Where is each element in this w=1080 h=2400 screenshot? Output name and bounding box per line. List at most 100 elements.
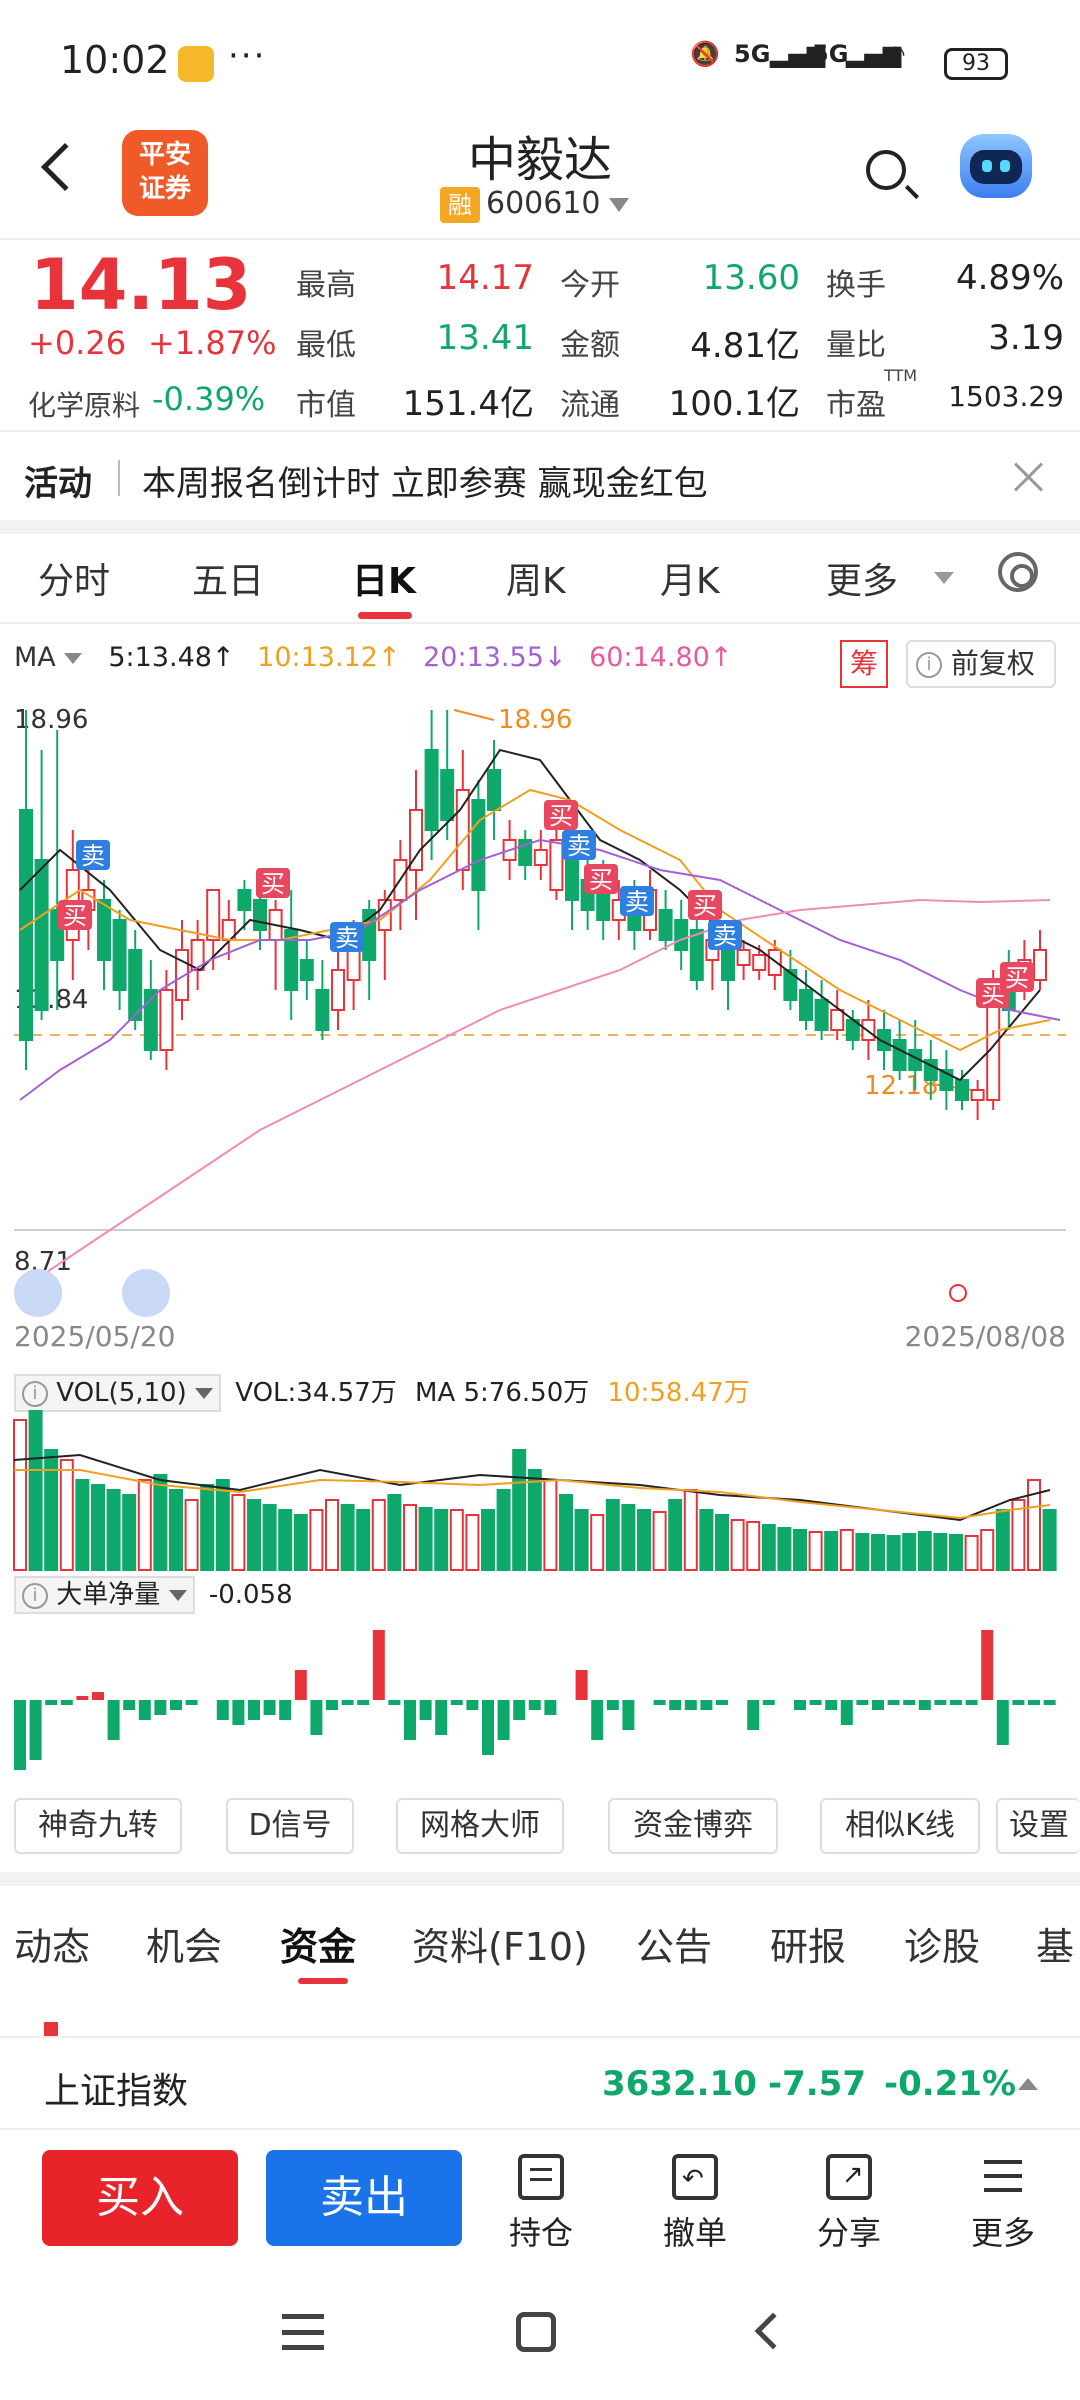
candle-body	[143, 989, 158, 1051]
net-flow-bar	[747, 1700, 760, 1730]
volume-bar	[247, 1499, 261, 1571]
gear-icon[interactable]	[998, 552, 1038, 592]
tab-research[interactable]: 研报	[770, 1925, 847, 1969]
volume-value: VOL:34.57万	[235, 1378, 397, 1408]
home-icon[interactable]	[516, 2312, 556, 2352]
trade-signal-badge	[1000, 962, 1034, 992]
status-time: 10:02	[60, 38, 170, 82]
candle-body	[549, 839, 564, 891]
volume-bar	[403, 1504, 417, 1571]
stock-code-row[interactable]: 融 600610	[440, 186, 629, 226]
search-icon[interactable]	[866, 150, 906, 190]
field-label: 流通	[560, 388, 620, 423]
candle-body	[128, 949, 143, 1021]
net-flow-bar	[341, 1700, 354, 1705]
candle-body	[315, 989, 330, 1031]
tab-opportunity[interactable]: 机会	[146, 1925, 223, 1969]
chevron-up-icon[interactable]	[1018, 2078, 1038, 2090]
net-flow-bar	[497, 1700, 510, 1740]
cancel-order-button[interactable]: ↶ 撤单	[640, 2154, 750, 2254]
volume-bar	[917, 1531, 932, 1571]
volume-bar	[200, 1484, 215, 1571]
volume-chart[interactable]	[0, 1410, 1080, 1574]
candle-body	[487, 769, 501, 811]
trade-signal-badge	[708, 920, 742, 950]
adjust-button[interactable]: i 前复权	[906, 640, 1056, 688]
net-flow-bar	[840, 1700, 853, 1725]
tool-grid-master[interactable]: 网格大师	[396, 1798, 564, 1854]
tab-fundamentals[interactable]: 基	[1036, 1925, 1075, 1969]
field-label: 市盈	[826, 388, 886, 423]
share-button[interactable]: ↗ 分享	[794, 2154, 904, 2254]
broker-logo: 平安 证券	[122, 130, 208, 216]
net-flow-bar	[903, 1700, 916, 1705]
network-5g-1: 5G	[734, 40, 771, 68]
chip-button[interactable]: 筹	[840, 640, 888, 688]
sector-name[interactable]: 化学原料	[28, 389, 141, 422]
field-label: 市值	[296, 388, 356, 423]
back-icon[interactable]	[754, 2312, 792, 2350]
tab-monthly-k[interactable]: 月K	[660, 561, 720, 602]
volume-bar	[605, 1499, 620, 1571]
net-flow-chart[interactable]	[0, 1610, 1080, 1780]
net-flow-bar	[622, 1700, 635, 1730]
volume-selector[interactable]: i VOL(5,10)	[14, 1374, 221, 1412]
tab-daily-k[interactable]: 日K	[352, 561, 416, 602]
field-label: 量比	[826, 328, 886, 363]
volume-bar	[449, 1509, 464, 1571]
tab-f10[interactable]: 资料(F10)	[412, 1925, 588, 1969]
buy-button[interactable]: 买入	[42, 2150, 238, 2246]
tab-funds[interactable]: 资金	[280, 1925, 357, 1969]
activity-text[interactable]: 本周报名倒计时 立即参赛 赢现金红包	[142, 464, 708, 504]
trade-signal-label: 买	[549, 802, 573, 830]
net-flow-bar	[1012, 1700, 1025, 1705]
volume-bar	[652, 1511, 667, 1571]
volume-bar	[13, 1419, 27, 1571]
tool-fund-game[interactable]: 资金博弈	[608, 1798, 778, 1854]
field-value: 14.17	[436, 258, 534, 298]
volume-ma5: MA 5:76.50万	[415, 1378, 590, 1408]
tab-announcement[interactable]: 公告	[636, 1925, 713, 1969]
ma-selector[interactable]: MA	[14, 642, 56, 673]
tab-intraday[interactable]: 分时	[38, 561, 111, 602]
net-flow-bar	[716, 1700, 728, 1705]
volume-bar	[543, 1479, 558, 1571]
ai-assistant-icon[interactable]	[960, 134, 1032, 198]
more-button[interactable]: 更多	[948, 2154, 1058, 2254]
volume-legend: i VOL(5,10) VOL:34.57万 MA 5:76.50万 10:58…	[14, 1372, 750, 1412]
volume-bar	[683, 1489, 698, 1571]
tab-weekly-k[interactable]: 周K	[506, 561, 566, 602]
index-ticker[interactable]: 上证指数 3632.10 -7.57 -0.21%	[0, 2036, 1080, 2130]
tool-magic-nine[interactable]: 神奇九转	[14, 1798, 182, 1854]
net-flow-selector[interactable]: i 大单净量	[14, 1576, 195, 1614]
tool-similar-k[interactable]: 相似K线	[820, 1798, 980, 1854]
holdings-button[interactable]: 持仓	[486, 2154, 596, 2254]
candle-body	[736, 949, 751, 966]
field-value: 3.19	[988, 318, 1064, 358]
volume-bar	[44, 1449, 59, 1571]
price-change-pct: +1.87%	[148, 324, 277, 362]
tool-d-signal[interactable]: D信号	[226, 1798, 354, 1854]
tab-news[interactable]: 动态	[14, 1925, 91, 1969]
tab-more[interactable]: 更多	[826, 561, 899, 602]
tab-five-day[interactable]: 五日	[192, 561, 265, 602]
activity-banner[interactable]: 活动 本周报名倒计时 立即参赛 赢现金红包	[0, 430, 1080, 520]
tool-settings[interactable]: 设置	[996, 1798, 1080, 1854]
net-flow-bar	[310, 1700, 323, 1735]
net-flow-bar	[154, 1700, 167, 1715]
share-label: 分享	[816, 2214, 881, 2252]
menu-icon[interactable]	[282, 2314, 324, 2350]
sell-button[interactable]: 卖出	[266, 2150, 462, 2246]
close-icon[interactable]	[1012, 460, 1046, 494]
net-flow-bar	[248, 1700, 260, 1720]
candle-body	[689, 929, 704, 981]
date-start-label: 2025/05/20	[14, 1320, 175, 1350]
more-label: 更多	[970, 2214, 1035, 2252]
volume-bar	[512, 1449, 527, 1571]
candle-body	[970, 1089, 985, 1101]
candle-body	[1033, 949, 1047, 981]
candle-body	[34, 859, 49, 1011]
net-flow-bar	[513, 1700, 526, 1720]
tab-diagnosis[interactable]: 诊股	[904, 1925, 981, 1969]
